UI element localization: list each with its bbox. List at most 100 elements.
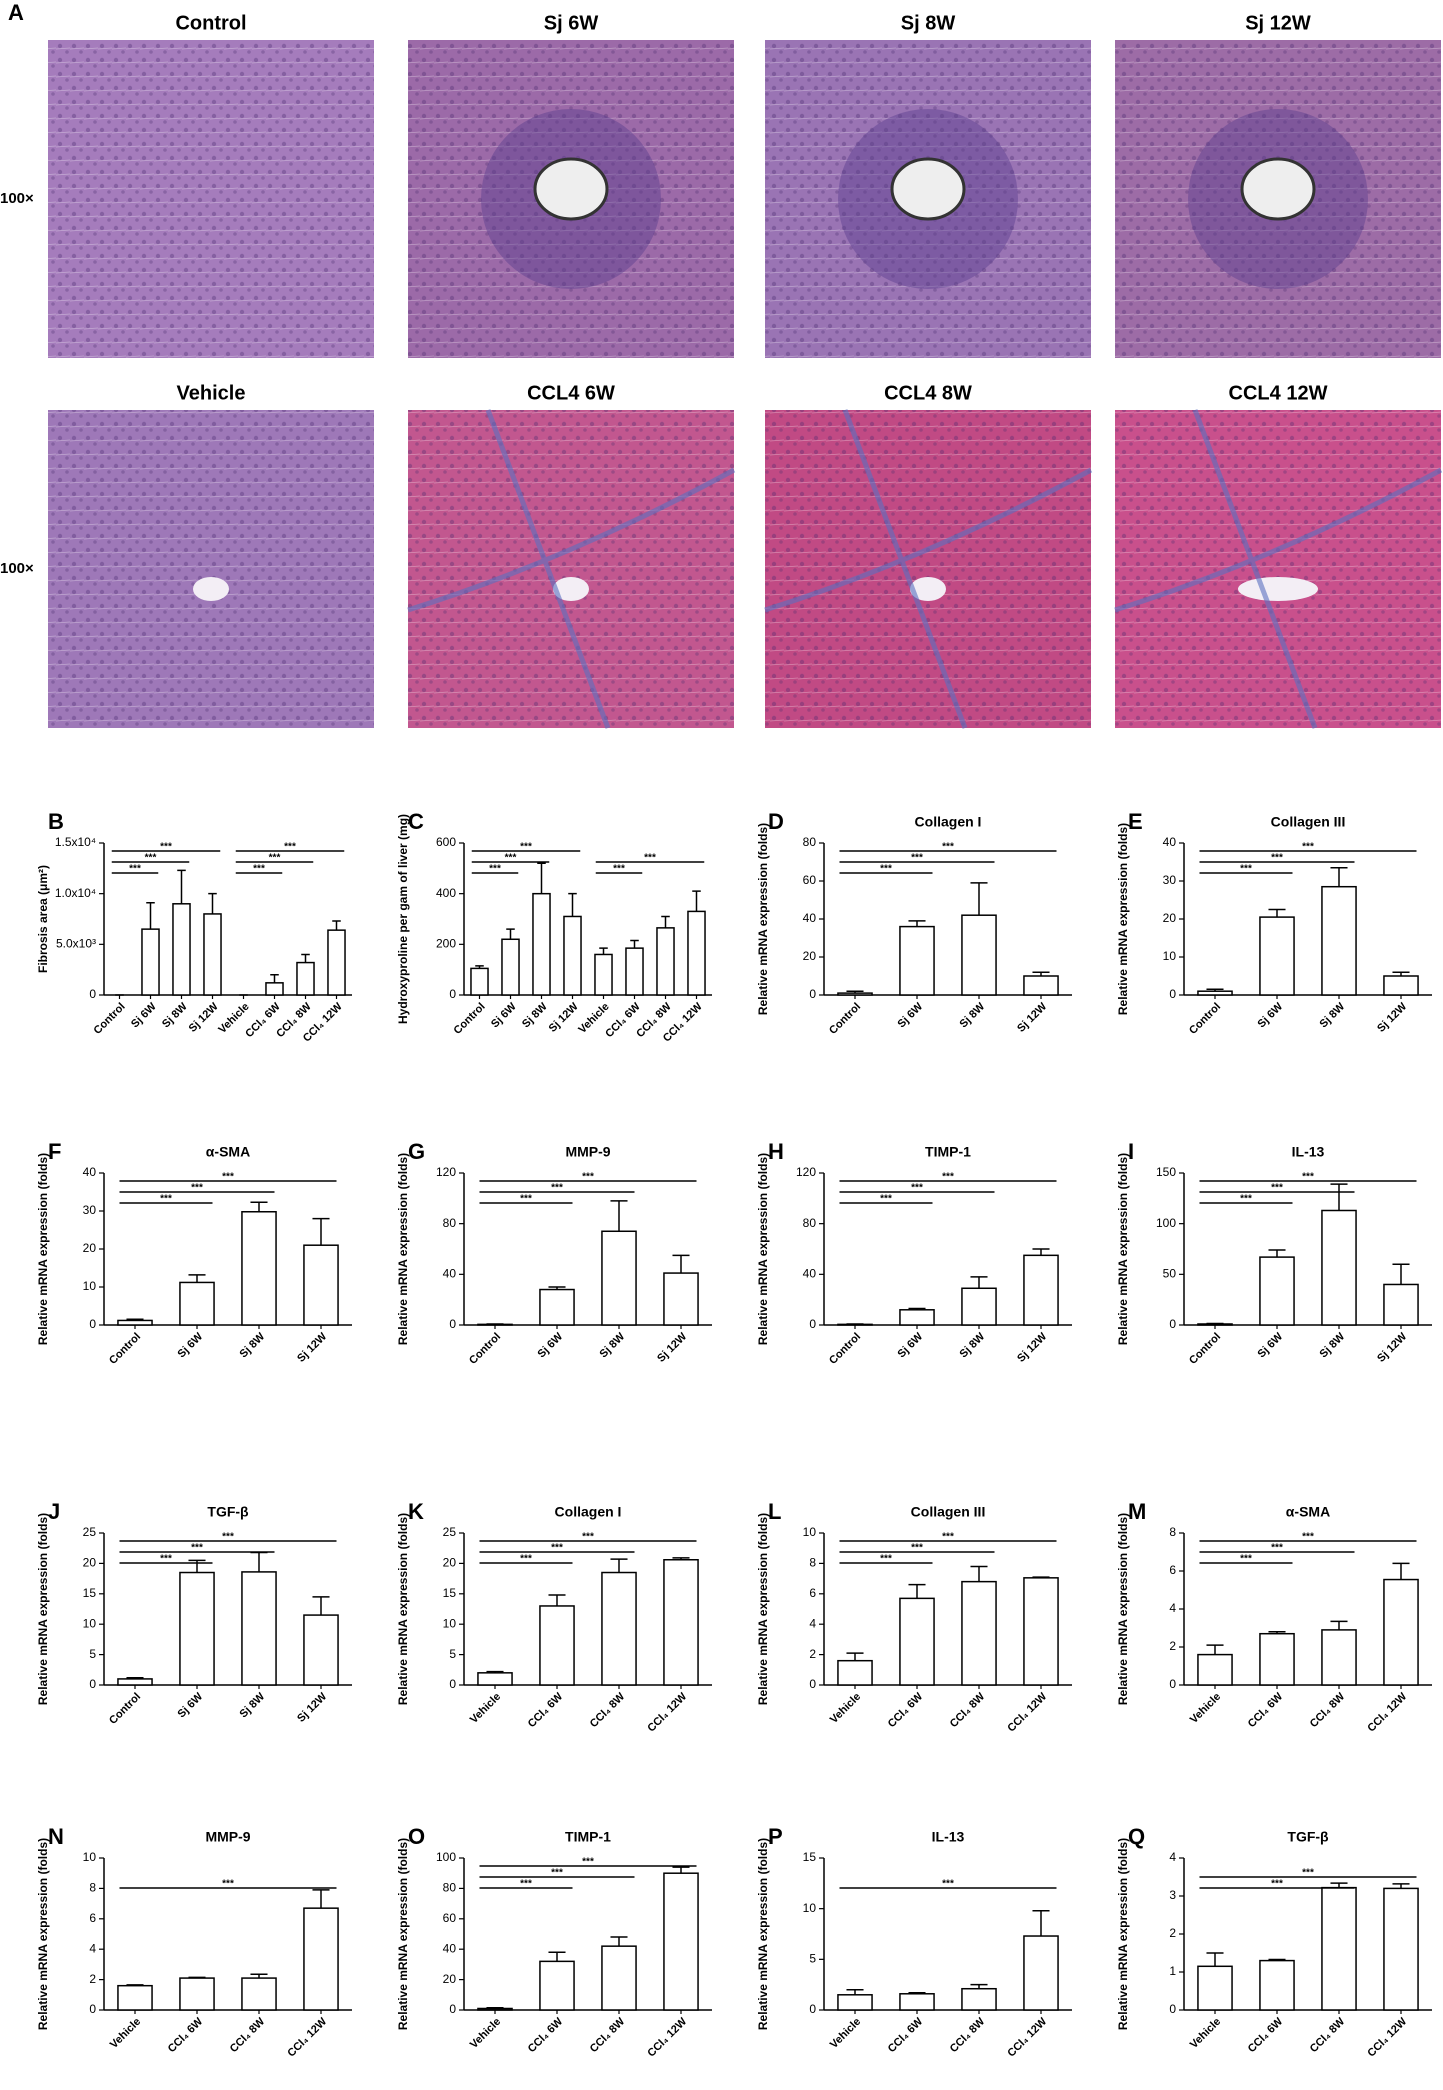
error-bar bbox=[1330, 1620, 1348, 1630]
y-tick-label: 0 bbox=[809, 987, 816, 1001]
x-tick-label: Sj 8W bbox=[598, 1330, 628, 1360]
error-bar bbox=[208, 892, 217, 914]
error-bar bbox=[1032, 1576, 1050, 1578]
bar bbox=[687, 910, 706, 996]
error-bar bbox=[672, 1557, 690, 1560]
x-tick-label: Sj 12W bbox=[1015, 1000, 1049, 1034]
bar bbox=[1321, 1209, 1357, 1326]
y-tick-label: 5.0x10³ bbox=[56, 937, 96, 951]
significance-label: *** bbox=[551, 1543, 563, 1554]
significance-label: *** bbox=[1240, 1554, 1252, 1565]
error-bar bbox=[970, 882, 988, 916]
significance-label: *** bbox=[911, 853, 923, 864]
y-tick-label: 1 bbox=[1169, 1964, 1176, 1978]
y-tick-label: 2 bbox=[809, 1647, 816, 1661]
y-tick-label: 10 bbox=[803, 1525, 817, 1539]
x-tick-label: Control bbox=[92, 1001, 128, 1037]
error-bar bbox=[1268, 1631, 1286, 1634]
bar bbox=[1259, 1959, 1295, 2011]
magnification-label: 100× bbox=[0, 560, 34, 577]
y-tick-label: 0 bbox=[89, 987, 96, 1001]
significance-label: *** bbox=[1240, 1194, 1252, 1205]
y-axis-label: Fibrosis area (μm²) bbox=[36, 865, 50, 973]
y-tick-label: 2 bbox=[1169, 1639, 1176, 1653]
y-tick-label: 100 bbox=[1156, 1216, 1176, 1230]
significance-label: *** bbox=[505, 853, 517, 864]
bar bbox=[837, 992, 873, 996]
y-tick-label: 400 bbox=[436, 886, 456, 900]
image-title: Vehicle bbox=[177, 382, 246, 404]
panel-letter: K bbox=[408, 1499, 424, 1524]
error-bar bbox=[610, 1936, 628, 1947]
significance-label: *** bbox=[1302, 842, 1314, 853]
panel-letter: D bbox=[768, 809, 784, 834]
x-tick-label: CCl₄ 12W bbox=[645, 2015, 689, 2059]
error-bar bbox=[1206, 1322, 1224, 1325]
x-tick-label: Vehicle bbox=[1188, 2016, 1223, 2051]
error-bar bbox=[537, 862, 546, 894]
significance-label: *** bbox=[222, 1532, 234, 1543]
x-tick-label: Vehicle bbox=[828, 1691, 863, 1726]
error-bar bbox=[312, 1217, 330, 1246]
y-tick-label: 0 bbox=[1169, 1677, 1176, 1691]
x-tick-label: Sj 12W bbox=[655, 1330, 689, 1364]
x-tick-label: Control bbox=[107, 1331, 143, 1367]
significance-label: *** bbox=[1271, 1543, 1283, 1554]
bar bbox=[1383, 1887, 1419, 2011]
bar bbox=[1383, 975, 1419, 996]
x-tick-label: Control bbox=[107, 1691, 143, 1727]
x-tick-label: Sj 8W bbox=[520, 1000, 550, 1030]
y-tick-label: 2 bbox=[1169, 1926, 1176, 1940]
bar bbox=[1023, 975, 1059, 996]
error-bar bbox=[250, 1551, 268, 1572]
bar bbox=[1259, 1632, 1295, 1686]
y-axis-label: Relative mRNA expression (folds) bbox=[396, 1513, 410, 1705]
bar bbox=[837, 1994, 873, 2011]
y-axis-label: Relative mRNA expression (folds) bbox=[36, 1838, 50, 2030]
bar bbox=[241, 1977, 277, 2011]
significance-label: *** bbox=[942, 1172, 954, 1183]
chart-title: TIMP-1 bbox=[565, 1829, 611, 1845]
error-bar bbox=[1032, 1909, 1050, 1937]
bar bbox=[899, 1309, 935, 1326]
x-tick-label: Control bbox=[1187, 1331, 1223, 1367]
x-tick-label: Sj 6W bbox=[1256, 1330, 1286, 1360]
y-tick-label: 600 bbox=[436, 835, 456, 849]
error-bar bbox=[126, 1984, 144, 1986]
y-axis-label: Relative mRNA expression (folds) bbox=[756, 1838, 770, 2030]
bar bbox=[117, 1319, 153, 1326]
y-tick-label: 6 bbox=[809, 1586, 816, 1600]
chart-title: α-SMA bbox=[206, 1144, 250, 1160]
error-bar bbox=[146, 902, 155, 930]
bar bbox=[656, 927, 675, 996]
y-tick-label: 0 bbox=[449, 2002, 456, 2016]
error-bar bbox=[908, 1307, 926, 1310]
panel-letter: C bbox=[408, 809, 424, 834]
bar bbox=[1259, 1256, 1295, 1326]
significance-label: *** bbox=[880, 1194, 892, 1205]
error-bar bbox=[506, 928, 515, 940]
error-bar bbox=[1032, 971, 1050, 976]
x-tick-label: Sj 8W bbox=[958, 1330, 988, 1360]
error-bar bbox=[332, 920, 341, 931]
significance-label: *** bbox=[644, 853, 656, 864]
image-title: CCL4 8W bbox=[884, 382, 972, 404]
bar bbox=[899, 925, 935, 996]
y-tick-label: 15 bbox=[803, 1850, 817, 1864]
vessel bbox=[553, 577, 589, 601]
significance-label: *** bbox=[520, 1554, 532, 1565]
bar bbox=[663, 1272, 699, 1326]
y-tick-label: 8 bbox=[809, 1556, 816, 1570]
bar bbox=[1321, 1629, 1357, 1686]
bar bbox=[594, 953, 613, 996]
y-axis-label: Relative mRNA expression (folds) bbox=[396, 1838, 410, 2030]
egg bbox=[890, 157, 966, 221]
bar bbox=[303, 1614, 339, 1686]
y-tick-label: 10 bbox=[83, 1279, 97, 1293]
x-tick-label: Control bbox=[827, 1331, 863, 1367]
y-tick-label: 0 bbox=[809, 2002, 816, 2016]
micrograph-texture bbox=[48, 410, 374, 728]
error-bar bbox=[188, 1274, 206, 1283]
significance-label: *** bbox=[284, 842, 296, 853]
